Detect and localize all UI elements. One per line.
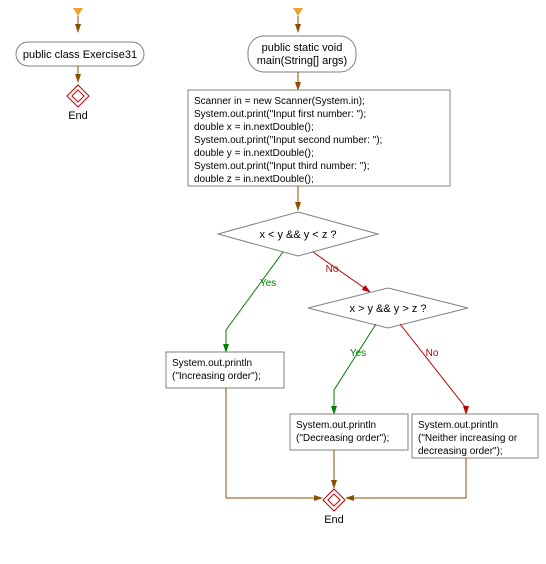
svg-text:("Increasing order");: ("Increasing order"); <box>172 371 261 382</box>
right-end-node: End <box>323 489 345 526</box>
method-node: public static voidmain(String[] args) <box>248 36 356 72</box>
svg-text:System.out.println: System.out.println <box>172 358 252 369</box>
svg-text:Scanner in = new Scanner(Syste: Scanner in = new Scanner(System.in); <box>194 96 365 107</box>
svg-text:decreasing order");: decreasing order"); <box>418 446 503 457</box>
svg-text:public static void: public static void <box>262 42 343 54</box>
svg-text:System.out.println: System.out.println <box>418 420 498 431</box>
box-neither: System.out.println ("Neither increasing o… <box>412 414 538 458</box>
svg-text:("Decreasing order");: ("Decreasing order"); <box>296 433 389 444</box>
box-increasing: System.out.println ("Increasing order"); <box>166 352 284 388</box>
svg-text:System.out.print("Input third: System.out.print("Input third number: ")… <box>194 161 370 172</box>
svg-text:No: No <box>426 348 439 359</box>
cond2-label: x > y && y > z ? <box>349 303 426 315</box>
cond2-yes-edge <box>334 324 376 414</box>
end-label: End <box>68 110 88 122</box>
left-end-node: End <box>67 85 89 122</box>
cond1-diamond: x < y && y < z ? <box>218 212 378 256</box>
svg-text:double x = in.nextDouble();: double x = in.nextDouble(); <box>194 122 314 133</box>
cond1-no-edge <box>313 252 370 292</box>
svg-text:System.out.println: System.out.println <box>296 420 376 431</box>
svg-text:("Neither increasing or: ("Neither increasing or <box>418 433 518 444</box>
cond1-label: x < y && y < z ? <box>259 229 336 241</box>
box-decreasing: System.out.println ("Decreasing order"); <box>290 414 408 450</box>
svg-text:System.out.print("Input first: System.out.print("Input first number: ")… <box>194 109 366 120</box>
cond2-diamond: x > y && y > z ? <box>308 288 468 328</box>
left-entry-arrow <box>73 8 83 32</box>
class-node: public class Exercise31 <box>16 42 144 66</box>
svg-text:double y = in.nextDouble();: double y = in.nextDouble(); <box>194 148 314 159</box>
cond2-no-edge <box>400 324 466 414</box>
neither-to-end-edge <box>346 458 466 498</box>
svg-text:No: No <box>326 264 339 275</box>
svg-text:main(String[] args): main(String[] args) <box>257 55 347 67</box>
right-entry-arrow <box>293 8 303 32</box>
cond1-yes-edge <box>226 252 283 352</box>
svg-text:double z = in.nextDouble();: double z = in.nextDouble(); <box>194 174 314 185</box>
code-block: Scanner in = new Scanner(System.in); Syst… <box>188 90 450 186</box>
end-label: End <box>324 514 344 526</box>
svg-text:System.out.print("Input second: System.out.print("Input second number: "… <box>194 135 382 146</box>
svg-text:Yes: Yes <box>350 348 366 359</box>
class-node-label: public class Exercise31 <box>23 49 137 61</box>
svg-text:Yes: Yes <box>260 278 276 289</box>
